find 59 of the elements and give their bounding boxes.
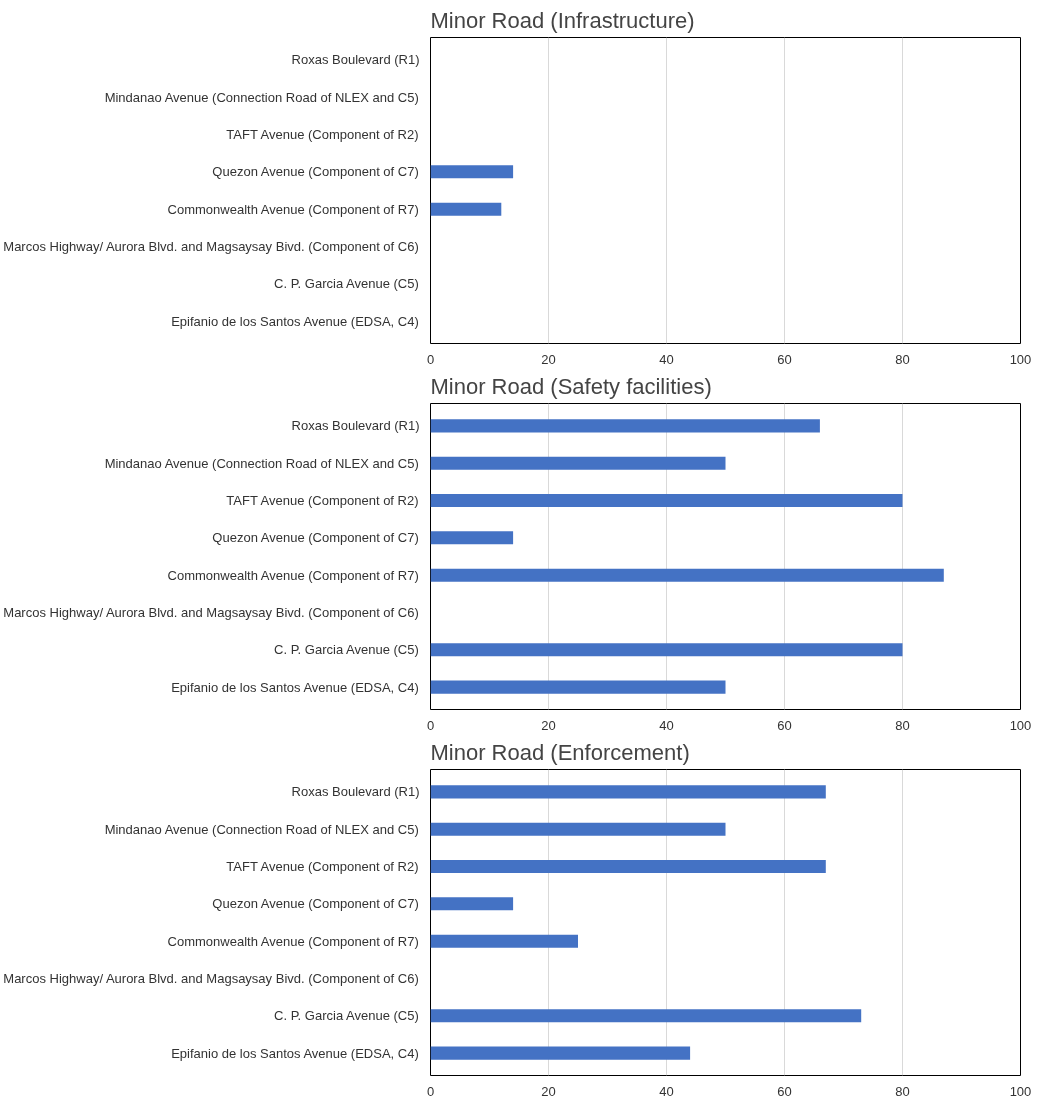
x-tick-label: 0 — [426, 1083, 435, 1099]
y-tick-label: Epifanio de los Santos Avenue (EDSA, C4) — [171, 679, 419, 695]
y-tick-label: Commonwealth Avenue (Component of R7) — [167, 201, 419, 217]
y-tick-label: C. P. Garcia Avenue (C5) — [274, 1008, 419, 1024]
x-tick-label: 0 — [426, 717, 435, 733]
bar — [430, 859, 826, 874]
chart-title: Minor Road (Infrastructure) — [430, 7, 695, 33]
x-tick-label: 20 — [541, 717, 556, 733]
bar — [430, 419, 820, 433]
chart-title: Minor Road (Safety facilities) — [430, 373, 712, 399]
y-tick-label: Roxas Boulevard (R1) — [291, 52, 420, 68]
y-tick-label: Commonwealth Avenue (Component of R7) — [167, 933, 419, 949]
bar — [430, 822, 726, 836]
y-tick-label: C. P. Garcia Avenue (C5) — [274, 276, 419, 292]
x-tick-label: 40 — [659, 717, 674, 733]
bar — [430, 643, 903, 657]
y-tick-label: Epifanio de los Santos Avenue (EDSA, C4) — [171, 1045, 419, 1061]
y-tick-label: Quezon Avenue (Component of C7) — [212, 530, 419, 546]
bar — [430, 531, 514, 545]
bar — [430, 680, 726, 694]
x-tick-label: 100 — [1009, 717, 1032, 733]
y-tick-label: Quezon Avenue (Component of C7) — [212, 896, 419, 912]
x-tick-label: 40 — [659, 351, 674, 367]
bar — [430, 568, 944, 582]
x-tick-label: 100 — [1009, 351, 1032, 367]
y-tick-label: Roxas Boulevard (R1) — [291, 784, 420, 800]
x-tick-label: 0 — [426, 351, 435, 367]
bar — [430, 493, 903, 508]
y-tick-label: Quezon Avenue (Component of C7) — [212, 164, 419, 180]
bar — [430, 934, 578, 948]
y-tick-label: Marcos Highway/ Aurora Blvd. and Magsaysay Bivd. (Component of C6) — [3, 604, 419, 620]
y-tick-label: Roxas Boulevard (R1) — [291, 418, 420, 434]
x-tick-label: 80 — [895, 1083, 910, 1099]
x-tick-label: 100 — [1009, 1083, 1032, 1099]
x-tick-label: 80 — [895, 717, 910, 733]
y-tick-label: TAFT Avenue (Component of R2) — [226, 127, 419, 143]
x-tick-label: 60 — [777, 1083, 792, 1099]
y-tick-label: C. P. Garcia Avenue (C5) — [274, 642, 419, 658]
y-tick-label: Marcos Highway/ Aurora Blvd. and Magsaysay Bivd. (Component of C6) — [3, 238, 419, 254]
y-tick-label: Marcos Highway/ Aurora Blvd. and Magsaysay Bivd. (Component of C6) — [3, 970, 419, 986]
y-tick-label: TAFT Avenue (Component of R2) — [226, 493, 419, 509]
x-tick-label: 40 — [659, 1083, 674, 1099]
bar — [430, 1046, 691, 1060]
y-tick-label: Epifanio de los Santos Avenue (EDSA, C4) — [171, 313, 419, 329]
x-tick-label: 80 — [895, 351, 910, 367]
y-tick-label: Mindanao Avenue (Connection Road of NLEX and C5) — [104, 455, 419, 471]
x-tick-label: 20 — [541, 1083, 556, 1099]
x-tick-label: 20 — [541, 351, 556, 367]
bar — [430, 897, 514, 911]
y-tick-label: Mindanao Avenue (Connection Road of NLEX and C5) — [104, 89, 419, 105]
chart-title: Minor Road (Enforcement) — [430, 739, 690, 765]
y-tick-label: Mindanao Avenue (Connection Road of NLEX and C5) — [104, 821, 419, 837]
y-tick-label: TAFT Avenue (Component of R2) — [226, 859, 419, 875]
bar — [430, 456, 726, 470]
x-tick-label: 60 — [777, 351, 792, 367]
bar — [430, 785, 826, 799]
y-tick-label: Commonwealth Avenue (Component of R7) — [167, 567, 419, 583]
x-tick-label: 60 — [777, 717, 792, 733]
bar — [430, 1009, 862, 1023]
